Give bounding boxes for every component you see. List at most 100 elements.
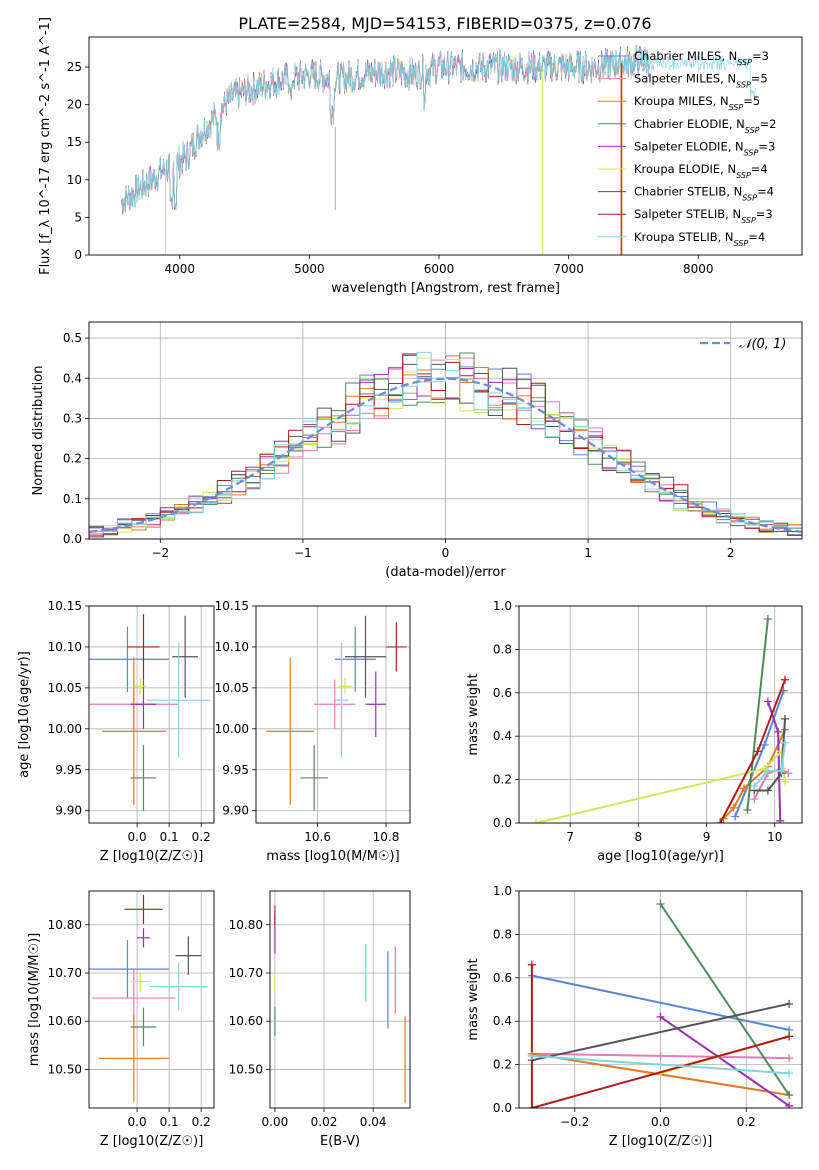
weight-marker-salpeter_elodie <box>776 816 785 823</box>
plot-area-mass_vs_Z <box>89 894 208 1102</box>
weight-marker-chabrier_elodie <box>656 900 665 909</box>
weight-marker-chabrier_stelib <box>780 714 789 723</box>
x-tick-label: 0.00 <box>262 1115 289 1129</box>
y-tick-label: 10.15 <box>215 599 249 613</box>
x-axis-label: mass [log10(M/M☉)] <box>266 849 399 864</box>
x-tick-label: 8 <box>635 830 643 844</box>
y-tick-label: 0.6 <box>493 971 512 985</box>
y-tick-label: 9.95 <box>55 763 82 777</box>
plot-area-weight_vs_Z <box>527 900 794 1108</box>
x-tick-label: −1 <box>294 546 312 560</box>
x-tick-label: 7 <box>566 830 574 844</box>
y-tick-label: 0.4 <box>63 371 82 385</box>
weight-line-chabrier_stelib <box>754 718 786 792</box>
weight-line-chabrier_elodie <box>746 618 769 811</box>
legend-subscript: SSP <box>742 193 757 202</box>
weight-marker-kroupa_stelib <box>527 1051 536 1060</box>
x-tick-label: 0 <box>442 546 450 560</box>
weight-marker-chabrier_elodie <box>785 1090 794 1099</box>
x-axis-label: Z [log10(Z/Z☉)] <box>100 1134 204 1149</box>
legend-label-chabrier_stelib: Chabrier STELIB, NSSP=4 <box>634 185 774 203</box>
weight-marker-salpeter_stelib <box>527 960 536 969</box>
y-tick-label: 0.2 <box>493 1058 512 1072</box>
y-tick-label: 9.90 <box>55 804 82 818</box>
x-tick-label: 10.6 <box>304 830 331 844</box>
histogram-step-kroupa_stelib <box>89 351 802 538</box>
y-tick-label: 10.60 <box>48 1014 82 1028</box>
panel-residuals: −2 −1 0 1 2 0.0 0.1 0.2 0.3 0.4 0.5 (data-model)/er… <box>31 321 803 580</box>
legend-subscript: SSP <box>736 171 751 180</box>
panel-weight_vs_Z: −0.2 0.0 0.2 0.0 0.2 0.4 0.6 0.8 1.0 Z [log10(Z/Z… <box>466 884 803 1149</box>
x-axis-label: Z [log10(Z/Z☉)] <box>100 849 204 864</box>
y-tick-label: 10.10 <box>48 640 82 654</box>
y-tick-label: 0.0 <box>63 532 82 546</box>
x-tick-label: 0.04 <box>360 1115 387 1129</box>
x-tick-label: 4000 <box>164 262 195 276</box>
weight-marker-salpeter_elodie <box>774 727 783 736</box>
x-tick-label: 0.1 <box>160 1115 179 1129</box>
y-tick-label: 10.00 <box>215 722 249 736</box>
y-axis-label: mass weight <box>466 673 481 755</box>
weight-marker-kroupa_stelib <box>763 766 772 775</box>
plot-area-weight_vs_age <box>532 615 793 823</box>
axes-frame <box>518 605 803 824</box>
weight-marker-chabrier_miles <box>731 812 740 821</box>
y-tick-label: 10.50 <box>229 1062 263 1076</box>
y-tick-label: 1.0 <box>493 599 512 613</box>
weight-marker-kroupa_stelib <box>750 782 759 791</box>
weight-line-kroupa_stelib <box>753 742 786 787</box>
x-tick-label: 0.1 <box>160 830 179 844</box>
x-axis-label: (data-model)/error <box>385 565 506 580</box>
weight-marker-kroupa_stelib <box>785 1069 794 1078</box>
legend-subscript: SSP <box>736 80 751 89</box>
plot-area-spectrum <box>121 44 756 255</box>
weight-marker-chabrier_elodie <box>743 805 752 814</box>
y-tick-label: 10.00 <box>48 722 82 736</box>
x-axis-label: Z [log10(Z/Z☉)] <box>609 1134 713 1149</box>
weight-marker-salpeter_elodie <box>785 1101 794 1108</box>
y-tick-label: 5 <box>74 210 82 224</box>
legend-label-salpeter_miles: Salpeter MILES, NSSP=5 <box>634 72 768 90</box>
weight-line-chabrier_miles <box>531 974 790 1031</box>
y-tick-label: 1.0 <box>493 884 512 898</box>
y-tick-label: 10.70 <box>48 966 82 980</box>
y-tick-label: 0.0 <box>493 1101 512 1115</box>
y-tick-label: 0.2 <box>493 773 512 787</box>
legend-label-kroupa_stelib: Kroupa STELIB, NSSP=4 <box>634 230 765 248</box>
x-tick-label: 7000 <box>553 262 584 276</box>
weight-line-salpeter_stelib <box>530 964 790 1108</box>
weight-marker-kroupa_stelib <box>780 738 789 747</box>
x-tick-label: 9 <box>703 830 711 844</box>
weight-marker-salpeter_stelib <box>527 1104 536 1108</box>
weight-marker-salpeter_stelib <box>716 819 725 823</box>
weight-marker-salpeter_stelib <box>785 1032 794 1041</box>
legend-value: =4 <box>748 230 765 244</box>
y-tick-label: 0.3 <box>63 411 82 425</box>
weight-marker-salpeter_stelib <box>753 747 762 756</box>
x-tick-label: −0.2 <box>560 1115 589 1129</box>
weight-marker-kroupa_stelib <box>777 766 786 775</box>
legend-subscript: SSP <box>729 103 744 112</box>
y-tick-label: 10.80 <box>229 918 263 932</box>
weight-line-kroupa_stelib <box>531 1054 790 1075</box>
y-tick-label: 10.05 <box>48 681 82 695</box>
weight-line-kroupa_elodie <box>535 749 786 823</box>
normal-curve <box>89 377 802 534</box>
y-tick-label: 10.05 <box>215 681 249 695</box>
legend-subscript: SSP <box>737 58 752 67</box>
figure-panels: 4000 5000 6000 7000 80000510152025wavelength… <box>17 17 803 1149</box>
legend-subscript: SSP <box>745 125 760 134</box>
legend-value: =3 <box>752 49 769 63</box>
x-tick-label: 0.2 <box>192 830 211 844</box>
x-axis-label: wavelength [Angstrom, rest frame] <box>331 281 560 296</box>
panel-age_vs_mass: 10.6 10.8 9.90 9.95 10.00 10.05 10.10 10.15 mass… <box>215 599 411 864</box>
x-tick-label: 2 <box>727 546 735 560</box>
y-tick-label: 9.90 <box>222 804 249 818</box>
spectrum-line-kroupa_stelib <box>121 46 650 212</box>
plot-area-age_vs_mass <box>266 615 407 811</box>
axes-frame <box>518 890 803 1109</box>
figure-title: PLATE=2584, MJD=54153, FIBERID=0375, z=0… <box>238 14 651 33</box>
y-tick-label: 0.8 <box>493 642 512 656</box>
weight-line-chabrier_stelib <box>531 1002 790 1062</box>
weight-marker-salpeter_elodie <box>656 1012 665 1021</box>
